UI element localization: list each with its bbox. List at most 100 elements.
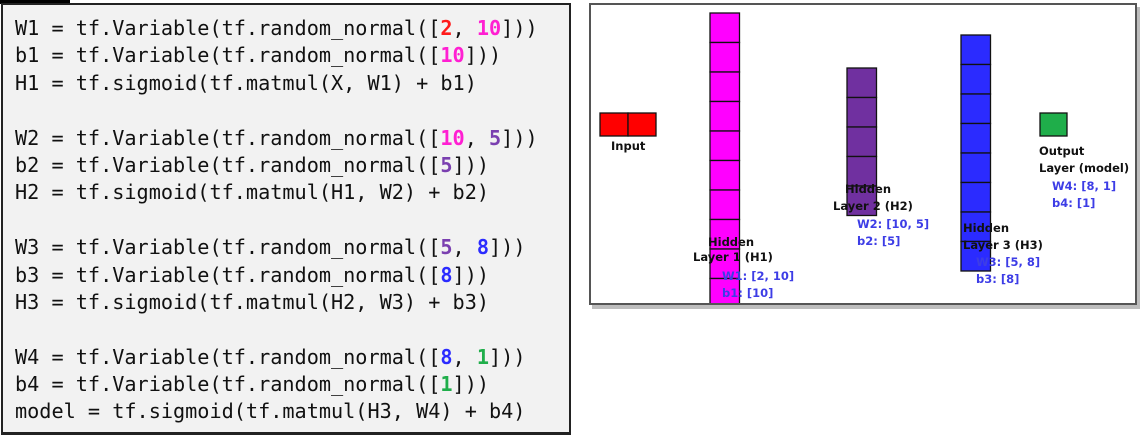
blank-line bbox=[15, 316, 538, 343]
code-number: 5 bbox=[440, 152, 453, 177]
layer-shape-h1: W1: [2, 10] bbox=[722, 269, 794, 283]
neuron-h1 bbox=[709, 159, 741, 191]
code-line: W4 = tf.Variable(tf.random_normal([8, 1]… bbox=[15, 344, 538, 371]
neuron-h3 bbox=[960, 152, 992, 184]
code-panel: W1 = tf.Variable(tf.random_normal([2, 10… bbox=[1, 3, 571, 435]
code-text: ])) bbox=[501, 16, 538, 40]
code-text: W4 = tf.Variable(tf.random_normal([ bbox=[15, 344, 441, 369]
code-text: ])) bbox=[452, 372, 490, 397]
neuron-input bbox=[599, 112, 629, 137]
code-line: b3 = tf.Variable(tf.random_normal([8])) bbox=[15, 262, 538, 289]
neuron-h1 bbox=[709, 100, 741, 132]
layer-title-h3: Layer 3 (H3) bbox=[963, 238, 1043, 252]
code-text: b3 = tf.Variable(tf.random_normal([ bbox=[15, 262, 441, 287]
code-text: ])) bbox=[489, 344, 526, 369]
code-number: 5 bbox=[489, 125, 502, 150]
code-line: H1 = tf.sigmoid(tf.matmul(X, W1) + b1) bbox=[15, 70, 538, 97]
code-listing: W1 = tf.Variable(tf.random_normal([2, 10… bbox=[15, 15, 538, 426]
heading-remnant bbox=[0, 0, 70, 4]
neuron-h1 bbox=[709, 130, 741, 162]
neuron-h1 bbox=[709, 248, 741, 280]
layer-title-h1: Layer 1 (H1) bbox=[693, 250, 773, 264]
code-text: , bbox=[452, 235, 477, 260]
neuron-h1 bbox=[709, 12, 741, 44]
code-line: W3 = tf.Variable(tf.random_normal([5, 8]… bbox=[15, 234, 538, 261]
code-text: , bbox=[464, 125, 490, 150]
code-text: H1 = tf.sigmoid(tf.matmul(X, W1) + b1) bbox=[15, 70, 477, 95]
layer-h3: Hidden Layer 3 (H3) W3: [5, 8] b3: [8] bbox=[960, 34, 1043, 286]
layer-title-output: Output bbox=[1039, 144, 1085, 158]
code-line: b1 = tf.Variable(tf.random_normal([10])) bbox=[15, 42, 538, 69]
code-number: 8 bbox=[440, 262, 453, 287]
neuron-h2 bbox=[846, 96, 878, 128]
layer-shape-h2: b2: [5] bbox=[857, 234, 900, 248]
layer-h2: Hidden Layer 2 (H2) W2: [10, 5] b2: [5] bbox=[833, 67, 929, 248]
code-text: b1 = tf.Variable(tf.random_normal([ bbox=[15, 43, 441, 68]
code-number: 1 bbox=[476, 344, 490, 369]
neuron-h1 bbox=[709, 41, 741, 73]
neuron-h3 bbox=[960, 240, 992, 272]
layer-title-h2: Layer 2 (H2) bbox=[833, 199, 913, 213]
code-text: W3 = tf.Variable(tf.random_normal([ bbox=[15, 235, 441, 260]
code-line: H2 = tf.sigmoid(tf.matmul(H1, W2) + b2) bbox=[15, 179, 538, 206]
neuron-h3 bbox=[960, 181, 992, 213]
neuron-h3 bbox=[960, 34, 992, 66]
code-text: ])) bbox=[452, 152, 490, 177]
code-text: H3 = tf.sigmoid(tf.matmul(H2, W3) + b3) bbox=[15, 289, 490, 314]
code-number: 5 bbox=[440, 235, 453, 260]
code-number: 8 bbox=[476, 235, 490, 260]
code-number: 1 bbox=[440, 372, 453, 397]
layer-shape-output: b4: [1] bbox=[1052, 196, 1095, 210]
layer-shape-h3: b3: [8] bbox=[976, 272, 1019, 286]
code-line: H3 = tf.sigmoid(tf.matmul(H2, W3) + b3) bbox=[15, 289, 538, 316]
layer-title-h3: Hidden bbox=[963, 221, 1009, 235]
layer-title-h1: Hidden bbox=[708, 235, 754, 249]
code-text: W2 = tf.Variable(tf.random_normal([ bbox=[15, 125, 441, 150]
blank-line bbox=[15, 207, 538, 234]
code-line: W2 = tf.Variable(tf.random_normal([10, 5… bbox=[15, 125, 538, 152]
code-line: model = tf.sigmoid(tf.matmul(H3, W4) + b… bbox=[15, 398, 538, 425]
neuron-h1 bbox=[709, 189, 741, 221]
code-number: 10 bbox=[440, 125, 465, 150]
code-text: ])) bbox=[501, 125, 538, 150]
code-line: W1 = tf.Variable(tf.random_normal([2, 10… bbox=[15, 15, 538, 42]
neuron-h2 bbox=[846, 126, 878, 158]
code-number: 10 bbox=[476, 16, 502, 40]
layer-title-h2: Hidden bbox=[845, 182, 891, 196]
neuron-h2 bbox=[846, 155, 878, 187]
code-text: ])) bbox=[464, 43, 502, 68]
layer-shape-h1: b1: [10] bbox=[722, 286, 773, 300]
neuron-h2 bbox=[846, 185, 878, 217]
code-text: H2 = tf.sigmoid(tf.matmul(H1, W2) + b2) bbox=[15, 180, 490, 205]
neuron-input bbox=[627, 112, 657, 137]
layer-input: Input bbox=[599, 112, 657, 153]
code-text: b4 = tf.Variable(tf.random_normal([ bbox=[15, 372, 441, 397]
network-diagram-panel: Input Hidden Layer 1 (H1) W1: [2, 10] b1: [1… bbox=[589, 3, 1137, 305]
code-text: ])) bbox=[489, 235, 526, 260]
code-number: 8 bbox=[440, 344, 453, 369]
code-line: b2 = tf.Variable(tf.random_normal([5])) bbox=[15, 152, 538, 179]
neuron-h3 bbox=[960, 63, 992, 95]
neuron-h1 bbox=[709, 71, 741, 103]
code-text: , bbox=[452, 16, 477, 40]
neuron-h3 bbox=[960, 93, 992, 125]
code-line: b4 = tf.Variable(tf.random_normal([1])) bbox=[15, 371, 538, 398]
code-text: ])) bbox=[452, 262, 490, 287]
layer-shape-output: W4: [8, 1] bbox=[1052, 179, 1116, 193]
layer-output: Output Layer (model) W4: [8, 1] b4: [1] bbox=[1039, 112, 1129, 210]
code-text: model = tf.sigmoid(tf.matmul(H3, W4) + b… bbox=[15, 399, 526, 424]
neuron-h3 bbox=[960, 122, 992, 154]
layer-title-input: Input bbox=[611, 139, 646, 153]
code-text: b2 = tf.Variable(tf.random_normal([ bbox=[15, 152, 441, 177]
code-text: , bbox=[452, 344, 477, 369]
code-number: 10 bbox=[440, 43, 465, 68]
neuron-h3 bbox=[960, 211, 992, 243]
code-number: 2 bbox=[440, 16, 453, 40]
neuron-h1 bbox=[709, 277, 741, 303]
layer-title-output: Layer (model) bbox=[1039, 161, 1129, 175]
neuron-output bbox=[1039, 112, 1068, 137]
layer-shape-h3: W3: [5, 8] bbox=[976, 255, 1040, 269]
code-text: W1 = tf.Variable(tf.random_normal([ bbox=[15, 16, 441, 40]
